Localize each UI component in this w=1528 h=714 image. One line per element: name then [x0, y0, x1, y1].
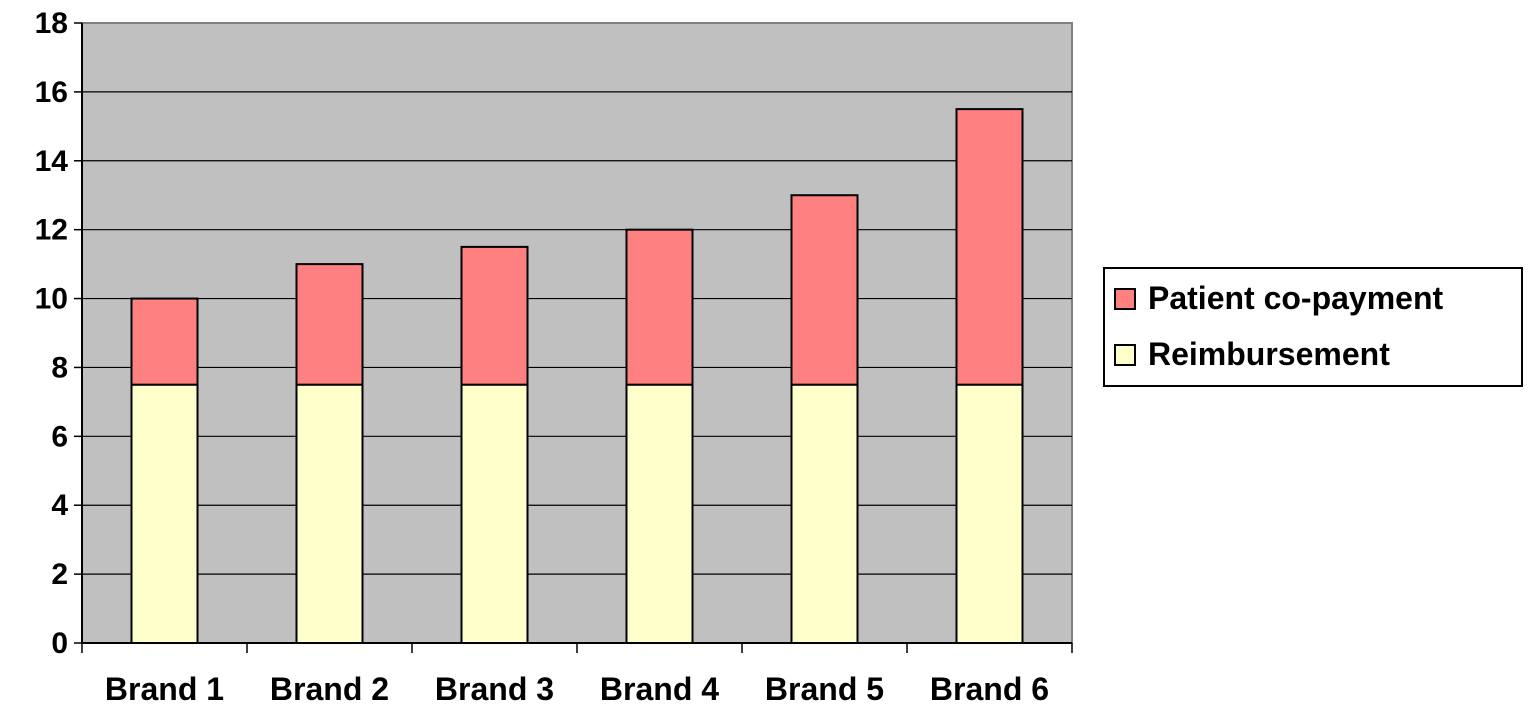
axes [74, 22, 1073, 653]
bar-patient-co-payment [130, 297, 199, 386]
bar-patient-co-payment [295, 263, 364, 386]
bar-reimbursement [625, 383, 694, 644]
bar-reimbursement [295, 383, 364, 644]
y-tick-label: 16 [35, 76, 68, 109]
x-category-label: Brand 6 [930, 671, 1049, 707]
x-category-label: Brand 2 [270, 671, 389, 707]
x-category-label: Brand 1 [105, 671, 224, 707]
bar-patient-co-payment [955, 108, 1024, 386]
legend-swatch [1114, 344, 1136, 366]
bar-reimbursement [790, 383, 859, 644]
y-tick-label: 10 [35, 283, 68, 316]
bar-patient-co-payment [790, 194, 859, 386]
x-category-label: Brand 4 [600, 671, 719, 707]
y-tick-label: 2 [51, 558, 68, 591]
bars [130, 108, 1024, 644]
y-tick-label: 18 [35, 7, 68, 40]
y-tick-label: 6 [51, 420, 68, 453]
y-tick-label: 4 [51, 489, 68, 522]
y-tick-label: 14 [35, 145, 69, 178]
legend-swatch [1114, 288, 1136, 310]
y-tick-label: 8 [51, 351, 68, 384]
bar-reimbursement [460, 383, 529, 644]
y-tick-label: 0 [51, 627, 68, 660]
x-category-label: Brand 5 [765, 671, 884, 707]
x-category-label: Brand 3 [435, 671, 554, 707]
bar-patient-co-payment [625, 228, 694, 386]
legend: Patient co-payment Reimbursement [1103, 267, 1523, 387]
x-category-labels: Brand 1 Brand 2 Brand 3 Brand 4 Brand 5 Brand… [105, 671, 1049, 707]
bar-patient-co-payment [460, 245, 529, 386]
y-tick-labels: 0 2 4 6 8 10 12 14 16 18 [35, 7, 69, 660]
legend-label: Patient co-payment [1148, 280, 1444, 316]
gridlines [82, 91, 1072, 575]
legend-label: Reimbursement [1148, 336, 1390, 372]
legend-box [1103, 267, 1523, 387]
y-tick-label: 12 [35, 214, 68, 247]
bar-reimbursement [130, 383, 199, 644]
bar-reimbursement [955, 383, 1024, 644]
plot-area [81, 22, 1073, 644]
